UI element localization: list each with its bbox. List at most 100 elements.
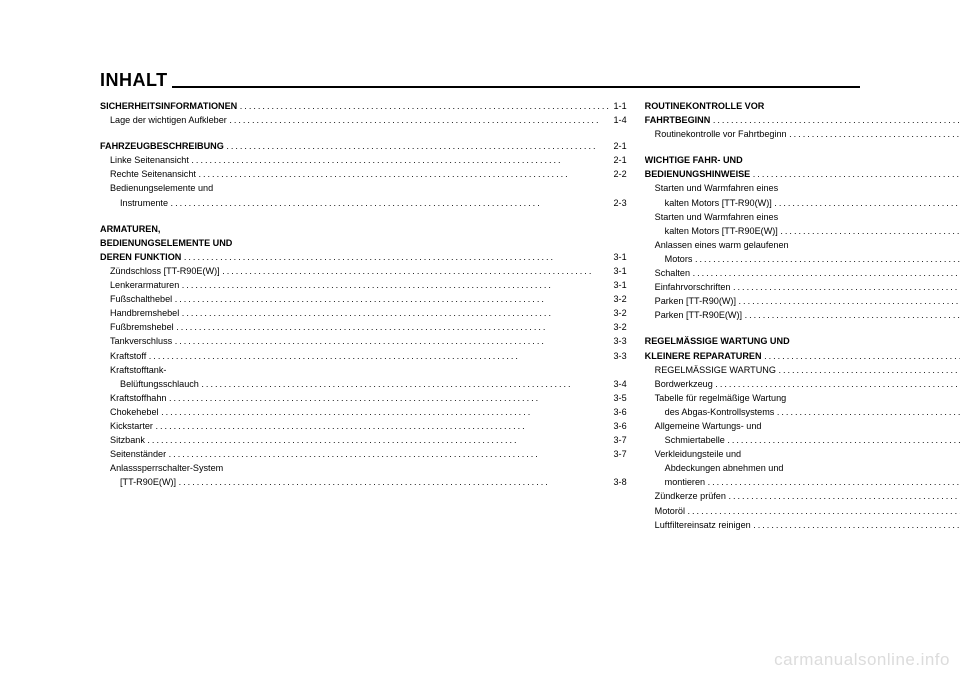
toc-page: 3-1 xyxy=(611,264,627,278)
toc-label: Starten und Warmfahren eines xyxy=(655,210,779,224)
toc-label: montieren xyxy=(665,475,708,489)
toc-page: 3-7 xyxy=(611,447,627,461)
toc-entry: Motoröl 6-9 xyxy=(645,504,960,518)
toc-leader-dots xyxy=(182,278,611,292)
toc-label: Verkleidungsteile und xyxy=(655,447,741,461)
toc-label: Bordwerkzeug xyxy=(655,377,716,391)
toc-entry: KLEINERE REPARATUREN 6-1 xyxy=(645,349,960,363)
toc-label: Parken [TT-R90E(W)] xyxy=(655,308,745,322)
toc-page: 1-4 xyxy=(611,113,627,127)
toc-leader-dots xyxy=(169,391,611,405)
toc-label: Zündkerze prüfen xyxy=(655,489,729,503)
toc-leader-dots xyxy=(778,363,960,377)
toc-label: des Abgas-Kontrollsystems xyxy=(665,405,777,419)
toc-leader-dots xyxy=(147,433,611,447)
toc-label: Sitzbank xyxy=(110,433,147,447)
toc-column: ROUTINEKONTROLLE VORFAHRTBEGINN 4-1Routi… xyxy=(645,99,960,536)
toc-leader-dots xyxy=(713,113,960,127)
toc-label: kalten Motors [TT-R90(W)] xyxy=(665,196,775,210)
toc-section-head: WICHTIGE FAHR- UND xyxy=(645,153,960,167)
toc-line: Anlassen eines warm gelaufenen xyxy=(645,238,960,252)
toc-label: Anlassen eines warm gelaufenen xyxy=(655,238,789,252)
toc-section-head: FAHRZEUGBESCHREIBUNG xyxy=(100,141,224,151)
toc-label: Parken [TT-R90(W)] xyxy=(655,294,739,308)
toc-entry: FAHRTBEGINN 4-1 xyxy=(645,113,960,127)
toc-label: Lage der wichtigen Aufkleber xyxy=(110,113,229,127)
toc-page: 3-5 xyxy=(611,391,627,405)
toc-label: Schmiertabelle xyxy=(665,433,728,447)
toc-label: Bedienungselemente und xyxy=(110,181,213,195)
toc-label: Einfahrvorschriften xyxy=(655,280,733,294)
toc-page: 3-3 xyxy=(611,334,627,348)
toc-label: [TT-R90E(W)] xyxy=(120,475,179,489)
toc-section-head: ARMATUREN, xyxy=(100,222,627,236)
toc-leader-dots xyxy=(198,167,611,181)
toc-page: 2-1 xyxy=(611,153,627,167)
toc-entry: [TT-R90E(W)] 3-8 xyxy=(100,475,627,489)
toc-leader-dots xyxy=(175,292,611,306)
toc-entry: Tankverschluss 3-3 xyxy=(100,334,627,348)
toc-label: Motors xyxy=(665,252,695,266)
toc-leader-dots xyxy=(708,475,960,489)
toc-page: 3-4 xyxy=(611,377,627,391)
toc-entry: BEDIENUNGSHINWEISE 5-1 xyxy=(645,167,960,181)
toc-line: Starten und Warmfahren eines xyxy=(645,210,960,224)
toc-label: BEDIENUNGSHINWEISE xyxy=(645,167,753,181)
watermark: carmanualsonline.info xyxy=(774,650,950,670)
toc-label: Schalten xyxy=(655,266,693,280)
toc-entry: SICHERHEITSINFORMATIONEN 1-1 xyxy=(100,99,627,113)
toc-leader-dots xyxy=(764,349,960,363)
toc-label: FAHRTBEGINN xyxy=(645,113,713,127)
toc-entry: des Abgas-Kontrollsystems 6-3 xyxy=(645,405,960,419)
toc-section-head: FAHRTBEGINN xyxy=(645,115,711,125)
toc-leader-dots xyxy=(739,294,960,308)
toc-entry: Parken [TT-R90E(W)] 5-5 xyxy=(645,308,960,322)
toc-leader-dots xyxy=(182,306,611,320)
toc-entry: Seitenständer 3-7 xyxy=(100,447,627,461)
toc-line: Verkleidungsteile und xyxy=(645,447,960,461)
toc-entry: Routinekontrolle vor Fahrtbeginn 4-2 xyxy=(645,127,960,141)
toc-leader-dots xyxy=(780,224,960,238)
toc-entry: DEREN FUNKTION 3-1 xyxy=(100,250,627,264)
toc-label: Belüftungsschlauch xyxy=(120,377,201,391)
toc-page: 3-2 xyxy=(611,306,627,320)
toc-entry: Instrumente 2-3 xyxy=(100,196,627,210)
toc-label: Kraftstofftank- xyxy=(110,363,166,377)
toc-label: Tankverschluss xyxy=(110,334,175,348)
toc-label: Lenkerarmaturen xyxy=(110,278,182,292)
toc-page: 3-6 xyxy=(611,419,627,433)
toc-section-head: SICHERHEITSINFORMATIONEN xyxy=(100,101,237,111)
toc-entry: Belüftungsschlauch 3-4 xyxy=(100,377,627,391)
toc-entry: Zündschloss [TT-R90E(W)] 3-1 xyxy=(100,264,627,278)
toc-entry: Chokehebel 3-6 xyxy=(100,405,627,419)
toc-leader-dots xyxy=(176,320,611,334)
toc-label: DEREN FUNKTION xyxy=(100,250,184,264)
toc-page: 2-2 xyxy=(611,167,627,181)
toc-entry: REGELMÄSSIGE WARTUNG 6-1 xyxy=(645,363,960,377)
toc-line: Starten und Warmfahren eines xyxy=(645,181,960,195)
toc-leader-dots xyxy=(777,405,960,419)
toc-page: 1-1 xyxy=(611,99,627,113)
toc-label: Fußschalthebel xyxy=(110,292,175,306)
toc-entry: Kickstarter 3-6 xyxy=(100,419,627,433)
toc-page: 2-1 xyxy=(611,139,627,153)
toc-leader-dots xyxy=(175,334,611,348)
toc-entry: Fußbremshebel 3-2 xyxy=(100,320,627,334)
toc-entry: Einfahrvorschriften 5-4 xyxy=(645,280,960,294)
toc-section-head: DEREN FUNKTION xyxy=(100,252,181,262)
toc-leader-dots xyxy=(789,127,960,141)
toc-entry: Lenkerarmaturen 3-1 xyxy=(100,278,627,292)
toc-leader-dots xyxy=(695,252,960,266)
toc-line: Kraftstofftank- xyxy=(100,363,627,377)
toc-section-head: ROUTINEKONTROLLE VOR xyxy=(645,99,960,113)
toc-entry: Rechte Seitenansicht 2-2 xyxy=(100,167,627,181)
toc-page: 3-1 xyxy=(611,278,627,292)
toc-entry: Lage der wichtigen Aufkleber 1-4 xyxy=(100,113,627,127)
toc-section-head: REGELMÄSSIGE WARTUNG UND xyxy=(645,334,960,348)
toc-leader-dots xyxy=(753,518,960,532)
toc-entry: Motors 5-3 xyxy=(645,252,960,266)
toc-leader-dots xyxy=(191,153,611,167)
toc-label: Allgemeine Wartungs- und xyxy=(655,419,762,433)
toc-leader-dots xyxy=(161,405,611,419)
toc-entry: Parken [TT-R90(W)] 5-5 xyxy=(645,294,960,308)
